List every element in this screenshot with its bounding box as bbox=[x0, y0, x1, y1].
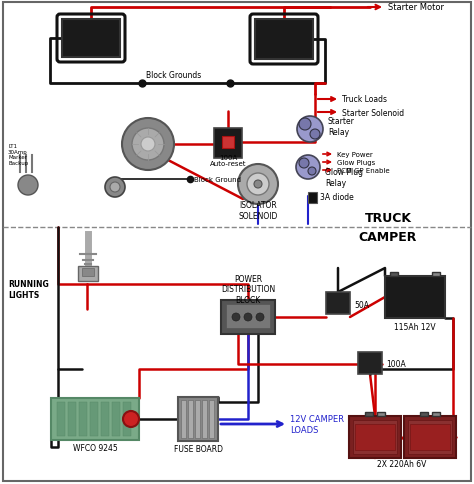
Text: Block Ground: Block Ground bbox=[194, 177, 241, 182]
Bar bbox=[365, 412, 373, 416]
Bar bbox=[432, 412, 440, 416]
Bar bbox=[51, 398, 139, 440]
Text: 12V CAMPER
LOADS: 12V CAMPER LOADS bbox=[290, 414, 344, 434]
Text: FUSE BOARD: FUSE BOARD bbox=[173, 445, 222, 454]
Bar bbox=[178, 397, 218, 441]
Text: Truck Loads: Truck Loads bbox=[342, 95, 387, 104]
Bar bbox=[377, 412, 385, 416]
Circle shape bbox=[132, 129, 164, 161]
Circle shape bbox=[247, 174, 269, 196]
Bar bbox=[404, 416, 456, 458]
Bar bbox=[202, 400, 207, 438]
Text: RUNNING
LIGHTS: RUNNING LIGHTS bbox=[8, 280, 49, 299]
Bar bbox=[420, 412, 428, 416]
Bar bbox=[432, 272, 440, 276]
Bar bbox=[214, 129, 242, 159]
Text: WFCO 9245: WFCO 9245 bbox=[73, 443, 118, 453]
Circle shape bbox=[299, 119, 311, 131]
Text: Starter Motor: Starter Motor bbox=[388, 3, 444, 13]
Text: 100A
Auto-reset: 100A Auto-reset bbox=[210, 154, 246, 167]
Circle shape bbox=[254, 181, 262, 189]
Bar bbox=[353, 420, 397, 454]
Text: Glow Plugs: Glow Plugs bbox=[337, 160, 375, 166]
Text: 115Ah 12V: 115Ah 12V bbox=[394, 322, 436, 331]
Bar bbox=[358, 352, 382, 374]
Bar bbox=[181, 400, 186, 438]
Circle shape bbox=[18, 176, 38, 196]
Text: Starter
Relay: Starter Relay bbox=[328, 117, 355, 136]
Bar bbox=[78, 267, 98, 281]
Bar bbox=[82, 269, 94, 276]
Bar bbox=[222, 136, 234, 149]
Bar bbox=[408, 420, 452, 454]
Bar bbox=[101, 402, 109, 436]
Text: 3A diode: 3A diode bbox=[320, 192, 354, 201]
Text: POWER
DISTRIBUTION
BLOCK: POWER DISTRIBUTION BLOCK bbox=[221, 274, 275, 304]
Circle shape bbox=[310, 130, 320, 140]
Bar bbox=[221, 301, 275, 334]
Text: Glow Plug
Relay: Glow Plug Relay bbox=[325, 168, 363, 187]
Bar bbox=[349, 416, 401, 458]
Text: 50A: 50A bbox=[354, 300, 369, 309]
Text: Block Grounds: Block Grounds bbox=[146, 71, 201, 80]
Bar bbox=[123, 402, 131, 436]
Bar bbox=[410, 424, 450, 450]
Bar bbox=[209, 400, 214, 438]
Bar bbox=[326, 292, 350, 314]
Text: 100A: 100A bbox=[386, 360, 406, 369]
Circle shape bbox=[123, 411, 139, 427]
Circle shape bbox=[105, 178, 125, 197]
Bar bbox=[62, 20, 120, 58]
Circle shape bbox=[232, 313, 240, 321]
Circle shape bbox=[299, 159, 309, 168]
Circle shape bbox=[296, 156, 320, 180]
Bar bbox=[90, 402, 98, 436]
Text: Key Power: Key Power bbox=[337, 151, 373, 158]
Bar bbox=[355, 424, 395, 450]
Bar bbox=[385, 276, 445, 318]
Bar bbox=[226, 304, 270, 328]
Text: TRUCK: TRUCK bbox=[365, 211, 411, 224]
Bar bbox=[79, 402, 87, 436]
Circle shape bbox=[308, 167, 316, 176]
Circle shape bbox=[141, 138, 155, 151]
Text: PCM GP Enable: PCM GP Enable bbox=[337, 167, 390, 174]
Bar bbox=[57, 402, 65, 436]
Text: CAMPER: CAMPER bbox=[359, 231, 417, 244]
Circle shape bbox=[244, 313, 252, 321]
Bar bbox=[68, 402, 76, 436]
Text: ISOLATOR
SOLENOID: ISOLATOR SOLENOID bbox=[238, 201, 278, 220]
Bar bbox=[195, 400, 200, 438]
Circle shape bbox=[256, 313, 264, 321]
Circle shape bbox=[122, 119, 174, 171]
Bar bbox=[112, 402, 120, 436]
Circle shape bbox=[110, 182, 120, 193]
Bar bbox=[188, 400, 193, 438]
Bar bbox=[255, 20, 313, 60]
Circle shape bbox=[238, 165, 278, 205]
Bar bbox=[390, 272, 398, 276]
Text: 2X 220Ah 6V: 2X 220Ah 6V bbox=[377, 459, 427, 469]
Circle shape bbox=[297, 117, 323, 143]
Text: LT1
30Amp
Marker
Backup: LT1 30Amp Marker Backup bbox=[8, 143, 28, 166]
Bar bbox=[308, 193, 317, 204]
Text: Starter Solenoid: Starter Solenoid bbox=[342, 108, 404, 117]
